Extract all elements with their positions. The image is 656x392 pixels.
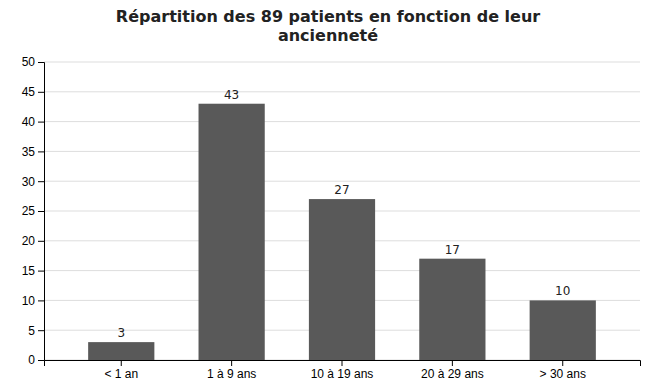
bar <box>199 104 265 360</box>
axis-line <box>38 63 45 361</box>
bar <box>88 342 154 360</box>
tick-mark <box>38 181 44 182</box>
tick-label: 20 à 29 ans <box>421 367 484 381</box>
y-tick: 50 <box>22 55 44 69</box>
tick-mark <box>38 241 44 242</box>
bar <box>419 259 485 360</box>
x-tick: < 1 an <box>104 360 138 381</box>
tick-mark <box>38 330 44 331</box>
title-line: ancienneté <box>278 26 378 45</box>
bar <box>530 300 596 360</box>
tick-label: 0 <box>28 353 35 367</box>
tick-label: 35 <box>22 145 36 159</box>
tick-label: 40 <box>22 115 36 129</box>
bar <box>309 199 375 360</box>
grid-line <box>44 151 640 152</box>
x-tick: > 30 ans <box>540 360 586 381</box>
grid-line <box>44 121 640 122</box>
grid-line <box>44 181 640 182</box>
y-tick: 20 <box>22 234 44 248</box>
tick-label: 30 <box>22 175 36 189</box>
y-tick: 0 <box>28 353 44 367</box>
tick-label: 1 à 9 ans <box>207 367 256 381</box>
bars <box>88 104 596 360</box>
tick-label: 5 <box>28 324 35 338</box>
tick-label: 25 <box>22 204 36 218</box>
data-label: 3 <box>117 326 125 340</box>
tick-mark <box>38 122 44 123</box>
tick-mark <box>38 211 44 212</box>
tick-label: 15 <box>22 264 36 278</box>
tick-label: 45 <box>22 85 36 99</box>
tick-mark <box>38 360 44 361</box>
y-tick: 15 <box>22 264 44 278</box>
x-axis: < 1 an 1 à 9 ans 10 à 19 ans 20 à 29 ans > 3… <box>45 360 641 381</box>
data-label: 27 <box>334 183 349 197</box>
tick-label: < 1 an <box>104 367 138 381</box>
x-tick: 1 à 9 ans <box>207 360 256 381</box>
tick-mark <box>38 92 44 93</box>
chart-svg: Répartition des 89 patients en fonction … <box>0 0 656 392</box>
grid-line <box>44 91 640 92</box>
tick-mark <box>452 360 453 366</box>
data-label: 17 <box>445 243 460 257</box>
title-line: Répartition des 89 patients en fonction … <box>116 7 540 26</box>
tick-mark <box>38 151 44 152</box>
tick-mark <box>121 360 122 366</box>
y-tick: 35 <box>22 145 44 159</box>
tick-label: 20 <box>22 234 36 248</box>
tick-mark <box>562 360 563 366</box>
chart-title: Répartition des 89 patients en fonction … <box>116 7 540 45</box>
tick-mark <box>38 62 44 63</box>
tick-label: 10 à 19 ans <box>311 367 374 381</box>
tick-label: > 30 ans <box>540 367 586 381</box>
tick-mark <box>38 300 44 301</box>
y-tick: 40 <box>22 115 44 129</box>
grid-line <box>44 62 640 63</box>
x-tick: 10 à 19 ans <box>311 360 374 381</box>
y-tick: 5 <box>28 324 44 338</box>
y-axis: 0 5 10 15 20 25 30 35 40 45 50 <box>22 55 45 367</box>
plot-area: 3 43 27 17 10 < 1 an 1 à 9 ans 10 à 19 ans 20 à … <box>22 55 641 380</box>
tick-label: 10 <box>22 294 36 308</box>
data-labels: 3 43 27 17 10 <box>117 88 570 340</box>
data-label: 10 <box>555 284 570 298</box>
data-label: 43 <box>224 88 239 102</box>
x-tick: 20 à 29 ans <box>421 360 484 381</box>
tick-mark <box>231 360 232 366</box>
y-tick: 10 <box>22 294 44 308</box>
chart-container: Répartition des 89 patients en fonction … <box>0 0 656 392</box>
y-tick: 25 <box>22 204 44 218</box>
tick-label: 50 <box>22 55 36 69</box>
tick-mark <box>342 360 343 366</box>
y-tick: 30 <box>22 175 44 189</box>
y-tick: 45 <box>22 85 44 99</box>
grid <box>44 62 640 360</box>
tick-mark <box>38 271 44 272</box>
axis-line <box>45 361 641 367</box>
